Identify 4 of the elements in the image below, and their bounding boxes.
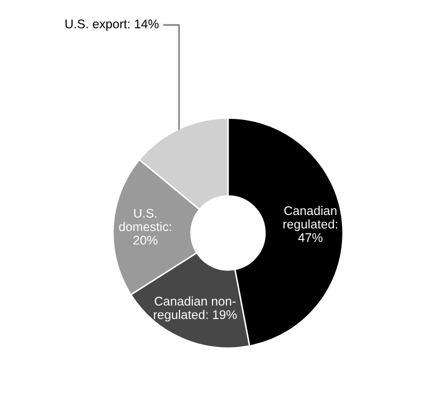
slice-label: Canadian non- regulated: 19% bbox=[154, 296, 237, 322]
slice-label: U.S. domestic: 20% bbox=[119, 208, 171, 245]
slice-label: Canadian regulated: 47% bbox=[283, 206, 338, 242]
slice-label: U.S. export: 14% bbox=[66, 20, 159, 31]
